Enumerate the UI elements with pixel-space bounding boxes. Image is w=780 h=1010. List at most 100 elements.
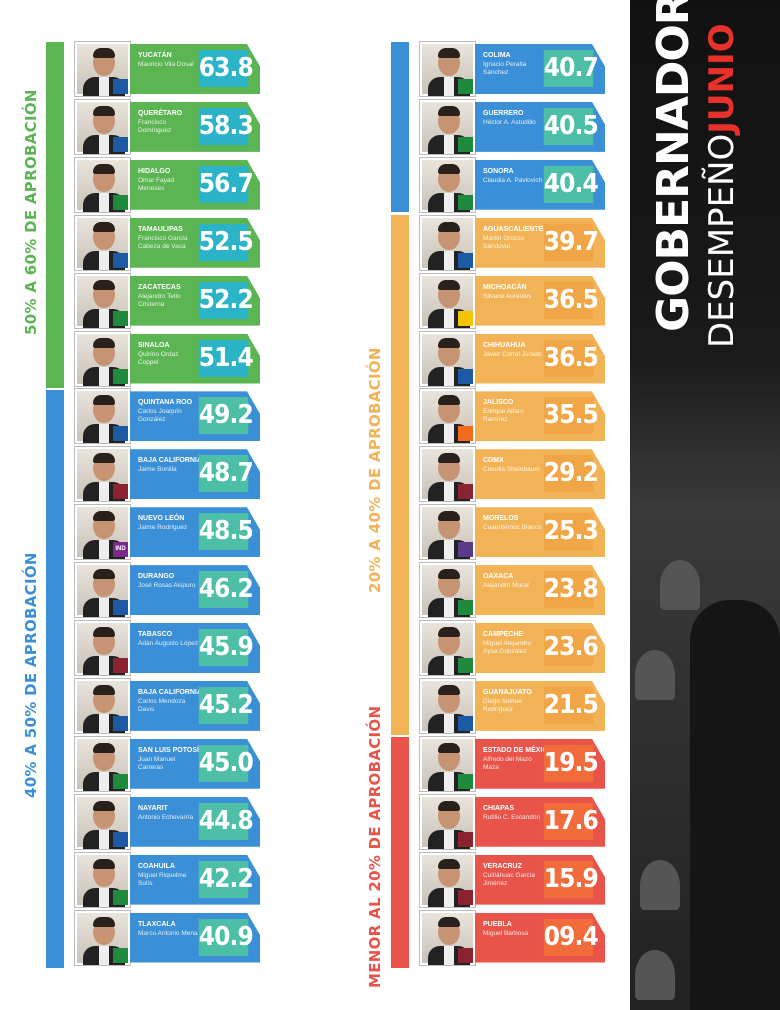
photo-hair bbox=[93, 684, 115, 695]
approval-value: 58.3 bbox=[198, 107, 254, 145]
photo-hair bbox=[438, 395, 460, 406]
governor-photo bbox=[419, 562, 476, 619]
governor-card: HIDALGO Omar Fayad Meneses 56.7 bbox=[130, 159, 260, 210]
governor-name: Miguel Alejandro Aysa González bbox=[483, 640, 532, 655]
photo-shirt bbox=[444, 771, 454, 791]
governor-name: Adán Augusto López bbox=[138, 640, 198, 647]
state-name: HIDALGO bbox=[138, 167, 171, 175]
governor-name: Rutilio C. Escandón bbox=[483, 813, 541, 821]
state-name: AGUASCALIENTES bbox=[483, 225, 548, 233]
governor-card: CHIAPAS Rutilio C. Escandón 17.6 bbox=[475, 796, 605, 847]
photo-shirt bbox=[99, 192, 109, 212]
state-name: CHIAPAS bbox=[483, 804, 514, 812]
photo-hair bbox=[438, 279, 460, 290]
state-name: BAJA CALIFORNIA bbox=[138, 457, 202, 465]
state-name: CAMPECHE bbox=[483, 631, 524, 638]
approval-value: 56.7 bbox=[198, 165, 254, 203]
photo-shirt bbox=[99, 540, 109, 560]
state-name: COLIMA bbox=[483, 52, 511, 59]
governor-photo bbox=[419, 851, 476, 908]
photo-hair bbox=[93, 569, 115, 580]
governor-photo bbox=[74, 562, 131, 619]
photo-hair bbox=[438, 627, 460, 637]
governor-photo bbox=[74, 677, 131, 734]
governor-name: Jaime Bonilla bbox=[138, 466, 177, 474]
governor-name: Miguel Riquelme Solís bbox=[138, 871, 187, 887]
photo-shirt bbox=[444, 829, 454, 849]
approval-value: 21.5 bbox=[543, 686, 599, 724]
approval-value: 49.2 bbox=[198, 397, 254, 435]
approval-value: 52.5 bbox=[198, 223, 254, 261]
party-logo-icon bbox=[113, 773, 128, 789]
background-photo-figure bbox=[635, 650, 675, 700]
governor-photo bbox=[419, 98, 476, 155]
governor-card: GUANAJUATO Diego Sinhue Rodríguez 21.5 bbox=[475, 680, 605, 731]
photo-hair bbox=[93, 858, 115, 869]
governor-photo bbox=[419, 735, 476, 792]
governor-card: TAMAULIPAS Francisco García Cabeza de Va… bbox=[130, 217, 260, 268]
party-logo-icon bbox=[113, 600, 128, 616]
state-name: SONORA bbox=[483, 167, 514, 175]
photo-hair bbox=[93, 511, 115, 522]
photo-shirt bbox=[444, 250, 454, 270]
governor-card: DURANGO José Rosas Aispuro 46.2 bbox=[130, 565, 260, 616]
governor-photo bbox=[74, 446, 131, 503]
governor-photo: IND bbox=[74, 504, 131, 561]
photo-hair bbox=[438, 337, 460, 348]
photo-hair bbox=[438, 916, 460, 927]
photo-hair bbox=[438, 453, 460, 464]
party-logo-icon bbox=[113, 658, 128, 673]
photo-shirt bbox=[99, 482, 109, 502]
approval-value: 44.8 bbox=[198, 802, 254, 840]
state-name: ZACATECAS bbox=[138, 283, 181, 291]
photo-shirt bbox=[99, 771, 109, 791]
photo-hair bbox=[93, 627, 115, 637]
state-name: SAN LUIS POTOSÍ bbox=[138, 746, 199, 754]
state-name: QUINTANA ROO bbox=[138, 399, 193, 407]
party-logo-icon bbox=[113, 368, 128, 384]
photo-shirt bbox=[444, 366, 454, 386]
governor-name: Ignacio Peralta Sánchez bbox=[483, 61, 527, 76]
governor-photo bbox=[419, 909, 476, 966]
governor-photo bbox=[419, 214, 476, 271]
governor-card: TABASCO Adán Augusto López 45.9 bbox=[130, 623, 260, 673]
governor-name: Claudia Sheinbaum bbox=[483, 466, 540, 474]
state-name: CHIHUAHUA bbox=[483, 341, 526, 349]
governor-photo bbox=[74, 909, 131, 966]
governor-name: Cuitláhuac García Jiménez bbox=[483, 871, 536, 887]
governor-card: ESTADO DE MÉXICO Alfredo del Mazo Maza 1… bbox=[475, 738, 605, 789]
party-logo-icon bbox=[458, 600, 473, 616]
governor-card: COAHUILA Miguel Riquelme Solís 42.2 bbox=[130, 854, 260, 905]
governor-photo bbox=[74, 330, 131, 387]
party-logo-icon bbox=[458, 773, 473, 789]
governor-photo bbox=[74, 41, 131, 97]
party-logo-icon bbox=[113, 715, 128, 731]
governor-card: YUCATÁN Mauricio Vila Dosal 63.8 bbox=[130, 44, 260, 94]
photo-shirt bbox=[99, 134, 109, 154]
party-logo-icon bbox=[113, 831, 128, 847]
photo-shirt bbox=[99, 829, 109, 849]
governor-card: SINALOA Quirino Ordaz Coppel 51.4 bbox=[130, 333, 260, 384]
photo-shirt bbox=[99, 887, 109, 907]
governor-card: BAJA CALIFORNIA SUR Carlos Mendoza Davis… bbox=[130, 680, 260, 731]
governor-card: PUEBLA Miguel Barbosa 09.4 bbox=[475, 912, 605, 963]
approval-value: 36.5 bbox=[543, 281, 599, 319]
governor-card: BAJA CALIFORNIA Jaime Bonilla 48.7 bbox=[130, 449, 260, 500]
background-photo-figure bbox=[635, 950, 675, 1000]
governor-card: QUINTANA ROO Carlos Joaquín González 49.… bbox=[130, 391, 260, 442]
governor-name: Antonio Echevarría bbox=[138, 813, 194, 821]
approval-value: 23.6 bbox=[543, 629, 599, 666]
section-label-40-50: 40% A 50% DE APROBACIÓN bbox=[22, 552, 40, 798]
photo-shirt bbox=[99, 424, 109, 444]
photo-hair bbox=[93, 453, 115, 464]
approval-value: 40.9 bbox=[198, 918, 254, 956]
photo-shirt bbox=[444, 308, 454, 328]
title-panel: GOBERNADORES DESEMPEÑOJUNIO bbox=[630, 0, 780, 1010]
approval-value: 40.4 bbox=[543, 165, 599, 203]
governor-photo bbox=[419, 272, 476, 329]
photo-shirt bbox=[99, 366, 109, 386]
party-logo-icon bbox=[113, 484, 128, 500]
photo-hair bbox=[438, 569, 460, 580]
photo-shirt bbox=[444, 945, 454, 965]
state-name: VERACRUZ bbox=[483, 862, 522, 870]
